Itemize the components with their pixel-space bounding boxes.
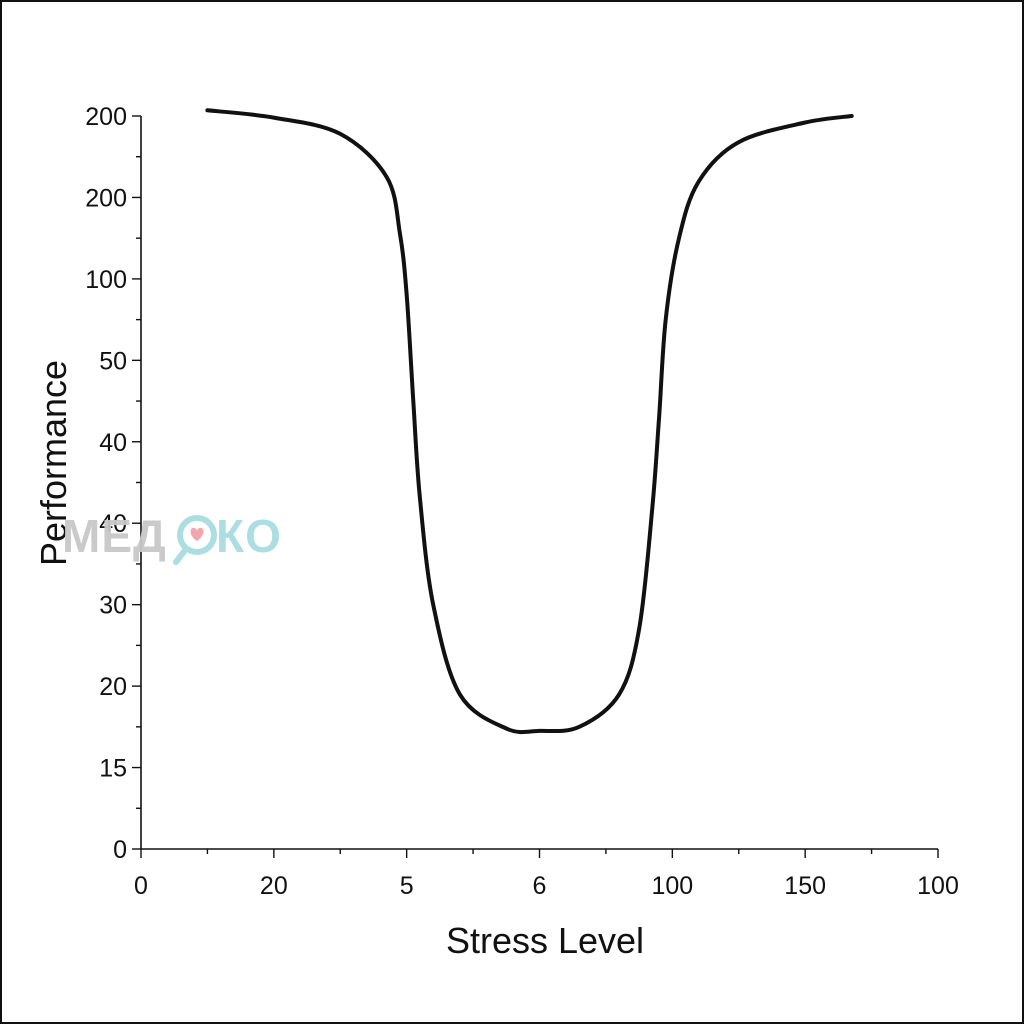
y-tick-label: 30 [99, 592, 127, 620]
x-tick-label: 20 [260, 872, 288, 900]
x-tick-label: 100 [917, 872, 959, 900]
y-tick-label: 200 [85, 184, 127, 212]
watermark-logo: МЕД КО [62, 510, 282, 565]
axis-ticks [132, 115, 939, 858]
y-tick-label: 50 [99, 347, 127, 375]
y-tick-label: 20 [99, 673, 127, 701]
x-tick-label: 150 [784, 872, 826, 900]
x-tick-labels: 0 20 5 6 100 150 100 [134, 872, 959, 900]
x-tick-label: 5 [400, 872, 414, 900]
y-tick-label: 15 [99, 755, 127, 783]
y-tick-label: 200 [85, 103, 127, 131]
y-axis-title: Performance [33, 360, 74, 566]
x-tick-label: 100 [651, 872, 693, 900]
y-tick-label: 40 [99, 429, 127, 457]
x-axis-title: Stress Level [446, 920, 644, 961]
x-tick-label: 6 [533, 872, 547, 900]
magnifier-heart-icon [173, 515, 217, 565]
x-tick-label: 0 [134, 872, 148, 900]
watermark-text-right: КО [216, 510, 282, 562]
y-tick-label: 40 [99, 510, 127, 538]
y-tick-labels: 0 15 20 30 40 40 50 100 200 200 [85, 103, 127, 864]
watermark-text-left: МЕД [62, 510, 167, 562]
series-line [205, 108, 854, 735]
chart-axes [140, 116, 938, 850]
y-tick-label: 100 [85, 266, 127, 294]
y-tick-label: 0 [113, 836, 127, 864]
